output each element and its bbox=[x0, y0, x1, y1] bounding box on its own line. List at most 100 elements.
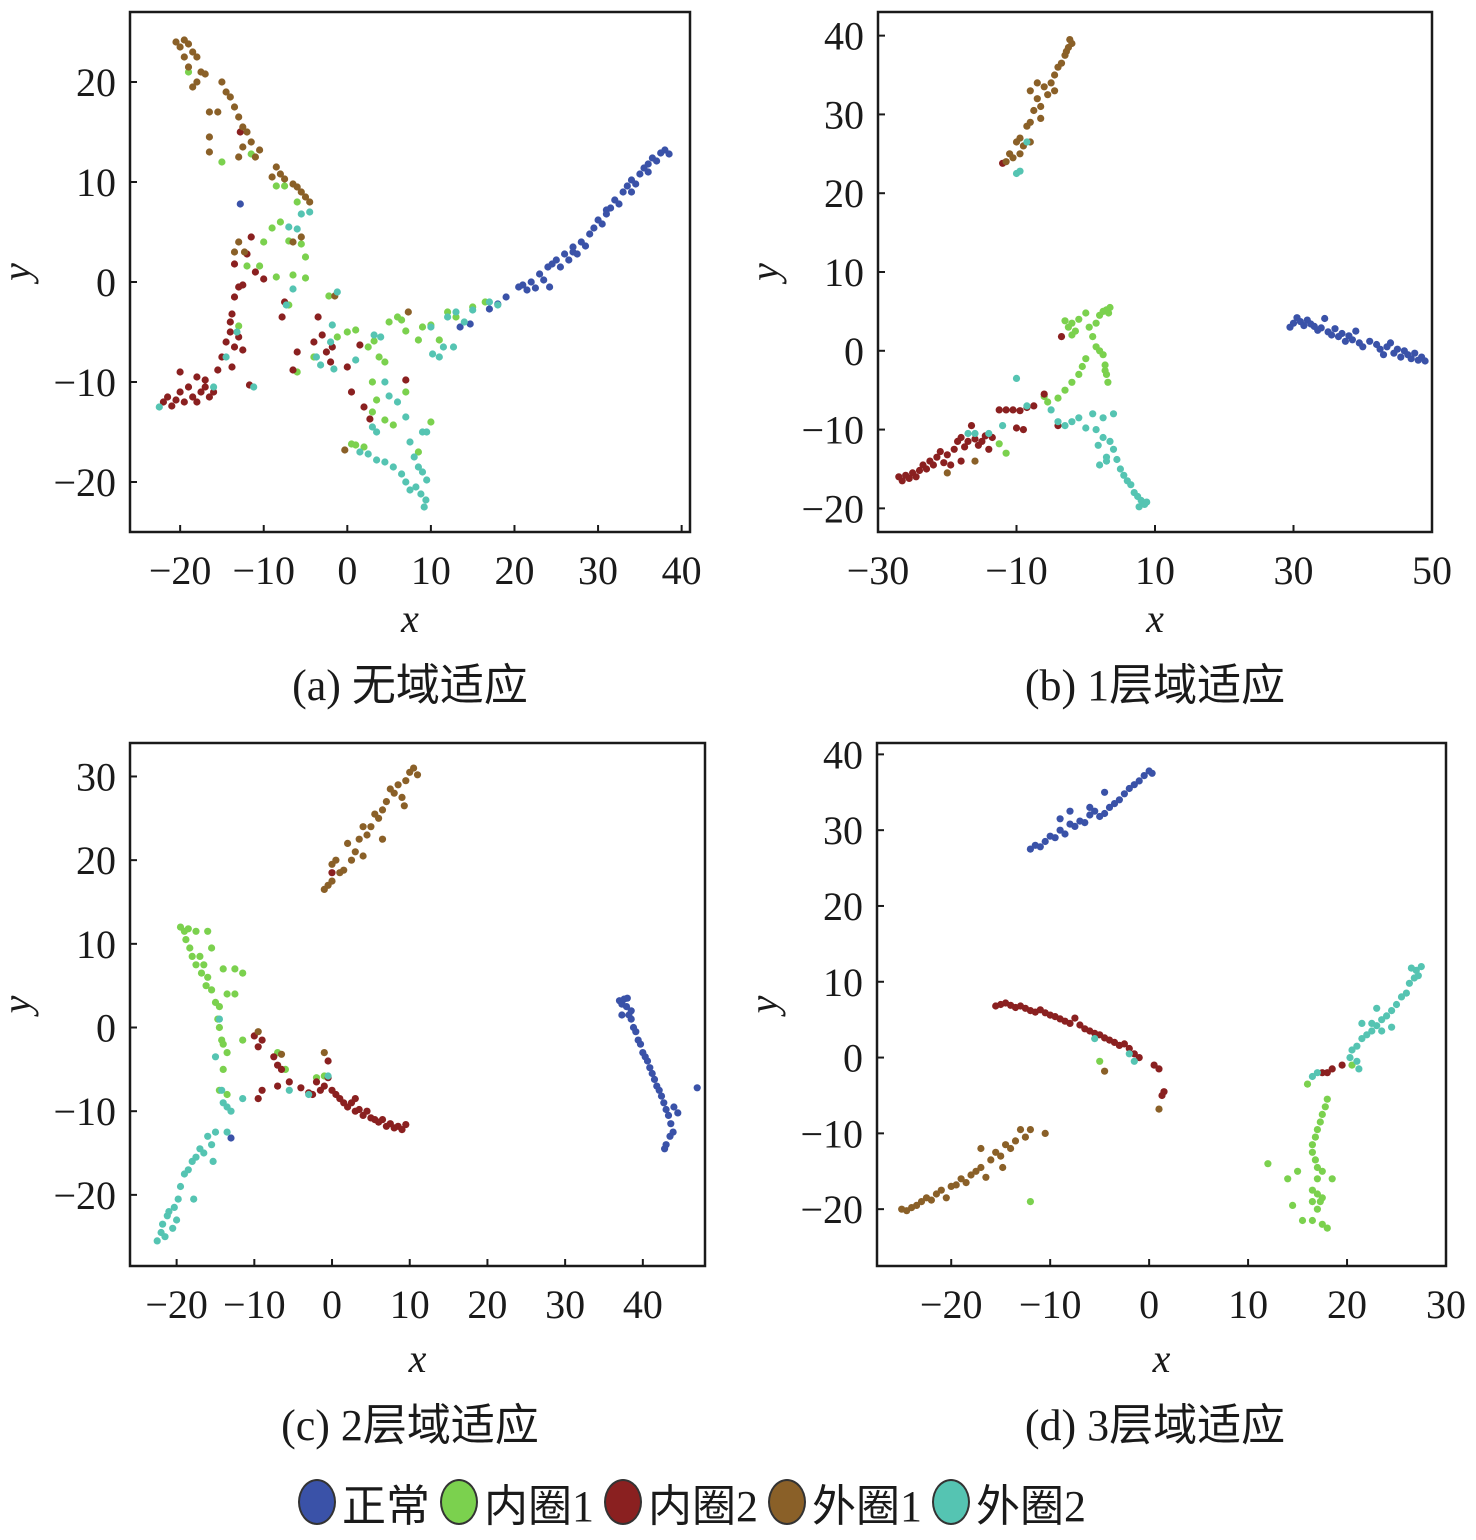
x-tick-label: 40 bbox=[623, 1282, 663, 1327]
data-point bbox=[590, 224, 598, 232]
data-point bbox=[1101, 366, 1109, 375]
data-point bbox=[204, 927, 212, 935]
data-point bbox=[176, 43, 184, 51]
data-point bbox=[1388, 1007, 1396, 1015]
data-point bbox=[544, 263, 552, 271]
data-point bbox=[957, 1175, 965, 1183]
data-point bbox=[1012, 424, 1021, 432]
data-point bbox=[1102, 457, 1111, 465]
y-tick-label: −10 bbox=[53, 360, 116, 405]
data-point bbox=[1318, 1167, 1326, 1175]
data-point bbox=[239, 969, 247, 977]
data-point bbox=[1125, 1050, 1133, 1058]
y-tick-label: 20 bbox=[76, 60, 116, 105]
y-tick-label: 20 bbox=[824, 171, 864, 216]
data-point bbox=[205, 148, 213, 156]
data-point bbox=[1341, 337, 1349, 345]
y-tick-label: 30 bbox=[824, 92, 864, 137]
data-point bbox=[665, 150, 673, 158]
x-tick-label: −20 bbox=[149, 548, 212, 593]
data-point bbox=[581, 242, 590, 250]
data-point bbox=[1082, 309, 1090, 317]
data-point bbox=[202, 982, 210, 990]
data-point bbox=[192, 927, 200, 935]
data-point bbox=[1086, 803, 1094, 812]
data-point bbox=[254, 1095, 262, 1103]
x-tick-label: 10 bbox=[390, 1282, 430, 1327]
data-point bbox=[398, 1126, 406, 1134]
data-point bbox=[1308, 1141, 1316, 1149]
data-point bbox=[977, 1144, 985, 1153]
data-point bbox=[347, 388, 356, 396]
legend-swatch-outer1 bbox=[768, 1479, 806, 1525]
data-point bbox=[1376, 345, 1384, 353]
data-point bbox=[1130, 1057, 1138, 1065]
data-point bbox=[193, 78, 201, 86]
data-point bbox=[189, 393, 197, 401]
x-tick-label: 30 bbox=[1426, 1282, 1466, 1327]
data-point bbox=[898, 477, 906, 485]
y-tick-label: 30 bbox=[76, 754, 116, 799]
data-point bbox=[1051, 834, 1059, 842]
legend-item-inner1: 内圈1 bbox=[440, 1470, 594, 1534]
data-point bbox=[325, 292, 333, 300]
y-tick-label: 10 bbox=[76, 160, 116, 205]
data-point bbox=[1397, 353, 1405, 361]
data-point bbox=[186, 944, 194, 952]
data-point bbox=[235, 153, 243, 161]
data-point bbox=[219, 1065, 227, 1073]
data-point bbox=[1358, 1035, 1366, 1043]
data-point bbox=[168, 402, 176, 410]
data-point bbox=[301, 274, 310, 282]
data-point bbox=[205, 393, 213, 401]
data-point bbox=[997, 1152, 1005, 1160]
data-point bbox=[661, 1145, 669, 1153]
data-point bbox=[210, 388, 218, 396]
data-point bbox=[1085, 323, 1093, 331]
data-point bbox=[393, 398, 402, 406]
data-point bbox=[352, 356, 360, 364]
data-point bbox=[197, 969, 206, 977]
data-point bbox=[222, 353, 230, 361]
data-point bbox=[485, 305, 493, 313]
data-point bbox=[667, 1120, 675, 1128]
data-point bbox=[552, 256, 560, 264]
data-point bbox=[233, 328, 241, 336]
data-point bbox=[1036, 843, 1044, 851]
data-point bbox=[1092, 426, 1100, 434]
data-point bbox=[161, 1233, 169, 1241]
data-point bbox=[1338, 1061, 1346, 1069]
legend-label: 外圈1 bbox=[812, 1482, 922, 1531]
data-point bbox=[301, 253, 310, 261]
data-point bbox=[201, 376, 209, 384]
data-point bbox=[1405, 979, 1413, 987]
y-tick-label: 0 bbox=[96, 1006, 116, 1051]
data-point bbox=[343, 328, 351, 336]
data-point bbox=[208, 944, 216, 952]
data-point bbox=[332, 856, 340, 864]
data-point bbox=[328, 877, 336, 885]
data-point bbox=[270, 1053, 278, 1061]
data-point bbox=[297, 210, 305, 218]
data-point bbox=[623, 182, 631, 190]
data-point bbox=[917, 1198, 926, 1206]
data-point bbox=[1323, 1224, 1331, 1232]
data-point bbox=[1101, 1067, 1109, 1075]
data-point bbox=[1057, 333, 1066, 341]
data-point bbox=[1264, 1160, 1272, 1168]
data-point bbox=[173, 1216, 181, 1224]
data-point bbox=[192, 961, 200, 969]
legend-swatch-inner1 bbox=[440, 1479, 478, 1525]
data-point bbox=[1368, 1019, 1376, 1027]
data-point bbox=[942, 1194, 950, 1202]
data-point bbox=[469, 306, 477, 314]
data-point bbox=[250, 383, 258, 391]
data-point bbox=[982, 1173, 990, 1181]
data-point bbox=[410, 453, 418, 461]
data-point bbox=[247, 233, 255, 241]
data-point bbox=[1135, 777, 1143, 785]
data-point bbox=[1016, 1126, 1025, 1134]
plot-frame bbox=[876, 10, 1434, 534]
data-point bbox=[929, 461, 938, 469]
data-point bbox=[913, 1201, 921, 1209]
